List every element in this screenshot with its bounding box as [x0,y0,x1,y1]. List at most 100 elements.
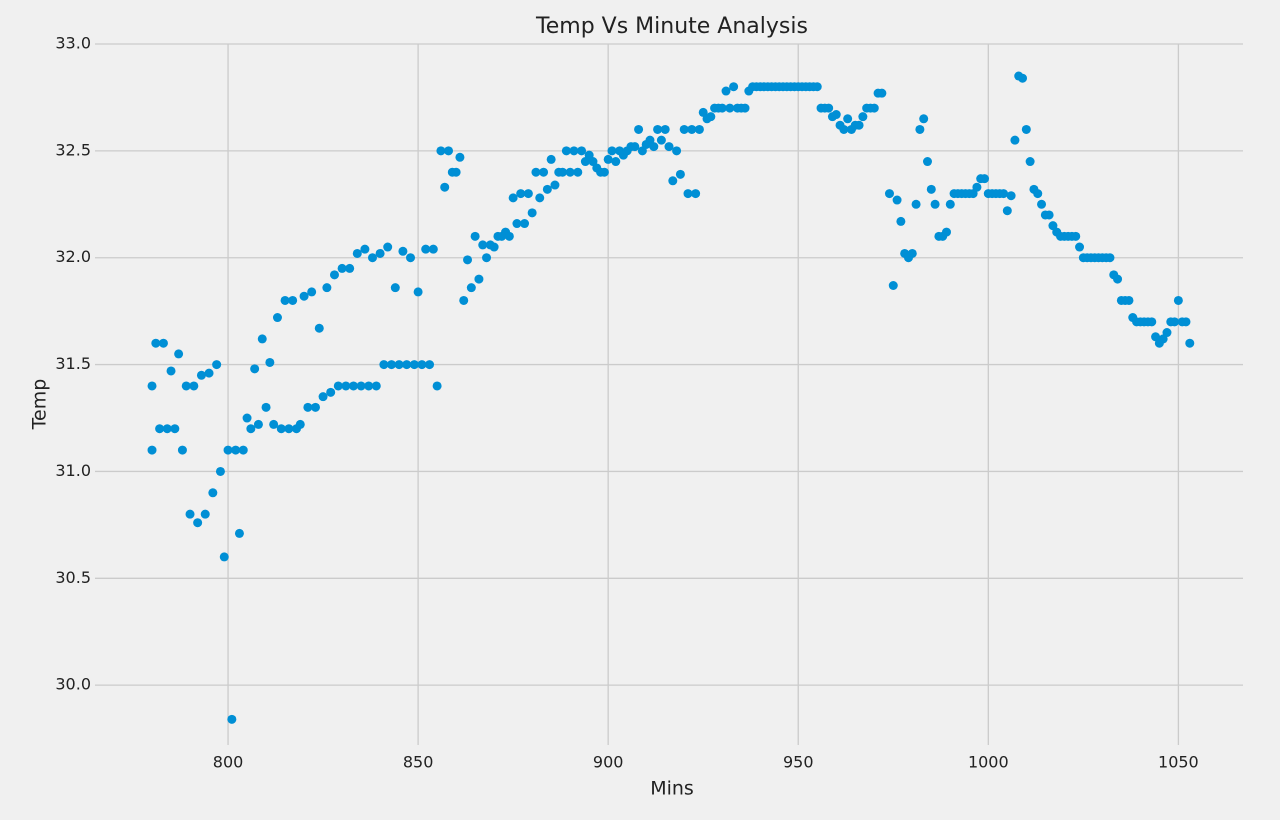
scatter-point [558,167,568,177]
scatter-point [660,124,670,134]
scatter-point [824,103,834,113]
scatter-point [603,154,613,164]
scatter-point [1075,242,1085,252]
scatter-point [284,424,294,434]
y-axis-label: Temp [29,379,51,431]
chart-title: Temp Vs Minute Analysis [535,14,808,39]
scatter-point [668,176,678,186]
scatter-point [907,248,917,258]
scatter-point [459,295,469,305]
scatter-point [516,189,526,199]
scatter-point [489,242,499,252]
scatter-point [367,253,377,263]
scatter-point [565,167,575,177]
scatter-point [276,424,286,434]
scatter-point [185,509,195,519]
scatter-point [1170,317,1180,327]
scatter-point [599,167,609,177]
scatter-point [740,103,750,113]
scatter-point [269,419,279,429]
scatter-point [941,227,951,237]
scatter-point [546,154,556,164]
scatter-point [371,381,381,391]
scatter-point [383,242,393,252]
scatter-point [394,360,404,370]
scatter-point [272,313,282,323]
scatter-point [1181,317,1191,327]
scatter-point [649,142,659,152]
scatter-point [234,528,244,538]
scatter-point [892,195,902,205]
x-tick-label: 950 [783,753,814,772]
scatter-point [1033,189,1043,199]
y-tick-label: 31.0 [55,461,91,480]
scatter-point [364,381,374,391]
y-tick-label: 30.0 [55,675,91,694]
scatter-point [523,189,533,199]
scatter-point [725,103,735,113]
scatter-point [390,283,400,293]
scatter-point [265,357,275,367]
scatter-point [345,263,355,273]
scatter-point [972,182,982,192]
scatter-point [1113,274,1123,284]
scatter-point [869,103,879,113]
scatter-point [672,146,682,156]
scatter-point [664,142,674,152]
scatter-point [656,135,666,145]
scatter-point [288,295,298,305]
scatter-point [550,180,560,190]
scatter-point [1124,295,1134,305]
scatter-point [212,360,222,370]
scatter-point [158,338,168,348]
scatter-point [653,124,663,134]
scatter-point [352,248,362,258]
scatter-point [858,112,868,122]
scatter-point [843,114,853,124]
scatter-point [413,287,423,297]
scatter-point [919,114,929,124]
scatter-point [535,193,545,203]
scatter-point [425,360,435,370]
scatter-point [888,281,898,291]
scatter-point [155,424,165,434]
scatter-point [406,253,416,263]
scatter-point [166,366,176,376]
scatter-point [531,167,541,177]
scatter-point [200,509,210,519]
scatter-point [634,124,644,134]
scatter-point [348,381,358,391]
scatter-point [854,120,864,130]
scatter-point [189,381,199,391]
scatter-point [577,146,587,156]
x-tick-label: 1000 [968,753,1009,772]
x-tick-label: 850 [403,753,434,772]
scatter-point [839,124,849,134]
scatter-point [219,552,229,562]
scatter-point [691,189,701,199]
scatter-point [227,714,237,724]
scatter-point [478,240,488,250]
scatter-point [717,103,727,113]
scatter-point [1006,191,1016,201]
scatter-point [611,157,621,167]
scatter-point [542,184,552,194]
scatter-point [261,402,271,412]
scatter-point [303,402,313,412]
x-tick-label: 1050 [1158,753,1199,772]
scatter-point [174,349,184,359]
scatter-point [162,424,172,434]
scatter-point [683,189,693,199]
scatter-point [831,110,841,120]
scatter-point [314,323,324,333]
y-tick-label: 30.5 [55,568,91,587]
scatter-point [322,283,332,293]
scatter-point [1147,317,1157,327]
scatter-point [299,291,309,301]
scatter-point [436,146,446,156]
scatter-point [896,216,906,226]
scatter-point [280,295,290,305]
scatter-point [694,124,704,134]
